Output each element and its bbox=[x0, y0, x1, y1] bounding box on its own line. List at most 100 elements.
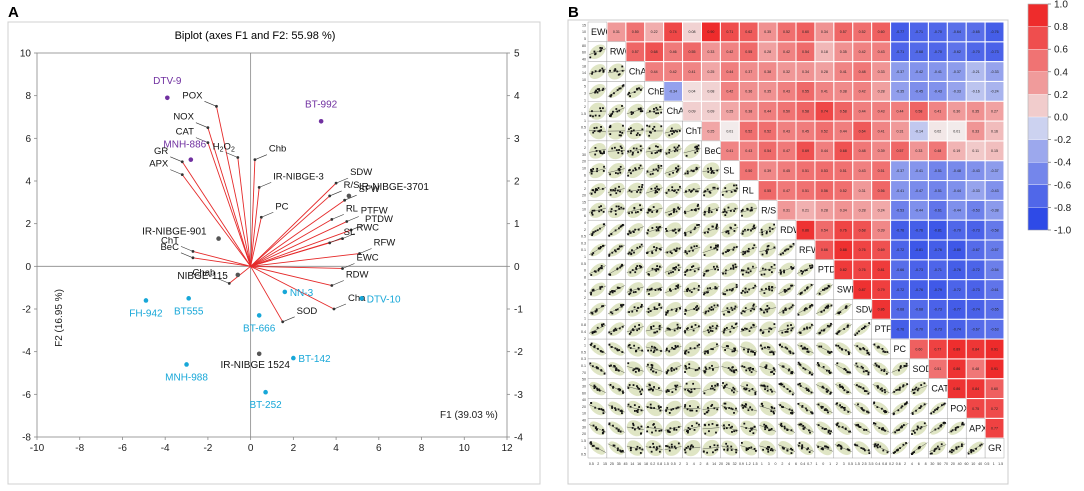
scatter-point bbox=[673, 190, 676, 192]
correlation-cell bbox=[985, 200, 1004, 221]
scatter-point bbox=[816, 362, 819, 364]
scatter-point bbox=[734, 305, 737, 308]
scatter-point bbox=[750, 326, 753, 329]
scatter-point bbox=[836, 422, 839, 425]
scatter-point bbox=[646, 251, 649, 254]
scatter-point bbox=[637, 369, 640, 372]
correlation-value: 0.41 bbox=[726, 149, 733, 153]
scatter-fit-line bbox=[759, 267, 777, 272]
scatter-point bbox=[596, 367, 599, 370]
matrix-bottom-tick: 1.5 bbox=[664, 462, 669, 466]
loading-vector bbox=[250, 242, 330, 267]
scatter-point bbox=[617, 287, 620, 290]
matrix-bottom-tick: 0.5 bbox=[589, 462, 594, 466]
scatter-point bbox=[788, 307, 791, 310]
correlation-value: -0.76 bbox=[896, 327, 904, 331]
observation-point bbox=[359, 296, 365, 301]
scatter-point bbox=[659, 225, 661, 228]
correlation-value: 0.86 bbox=[878, 308, 885, 312]
scatter-point bbox=[773, 223, 776, 226]
scatter-point bbox=[943, 421, 946, 424]
scatter-point bbox=[660, 164, 663, 167]
observation-label: IR-NIBGE-901 bbox=[142, 227, 207, 238]
scatter-point bbox=[676, 384, 679, 387]
scatter-point bbox=[809, 431, 811, 434]
scatter-point bbox=[714, 287, 717, 290]
correlation-cell bbox=[928, 299, 948, 320]
scatter-point bbox=[761, 347, 764, 350]
scatter-point bbox=[787, 248, 790, 251]
loading-vector bbox=[250, 253, 360, 267]
scatter-point bbox=[714, 286, 717, 288]
scatter-point bbox=[745, 369, 748, 372]
matrix-bottom-tick: 32 bbox=[733, 462, 737, 466]
scatter-point bbox=[614, 213, 617, 216]
scatter-point bbox=[735, 369, 738, 371]
scatter-point bbox=[842, 406, 845, 409]
correlation-cell bbox=[947, 358, 967, 379]
leader-line bbox=[350, 224, 364, 231]
scatter-point bbox=[656, 191, 659, 193]
scatter-point bbox=[735, 429, 738, 432]
matrix-left-tick: 0.5 bbox=[581, 453, 586, 457]
correlation-cell bbox=[777, 22, 796, 42]
scatter-point bbox=[873, 402, 875, 405]
scatter-point bbox=[609, 124, 612, 127]
correlation-cell bbox=[852, 279, 872, 300]
correlation-value: -0.53 bbox=[972, 209, 980, 213]
scatter-point bbox=[709, 287, 712, 290]
correlation-value: -0.33 bbox=[953, 90, 961, 94]
scatter-point bbox=[749, 309, 752, 312]
scatter-point bbox=[618, 388, 621, 391]
scatter-point bbox=[610, 364, 612, 367]
correlation-value: -0.72 bbox=[972, 268, 980, 272]
scatter-point bbox=[743, 366, 746, 368]
scatter-point bbox=[618, 245, 621, 248]
scatter-point bbox=[753, 224, 756, 227]
scatter-point bbox=[782, 311, 785, 314]
scatter-point bbox=[633, 206, 636, 209]
scatter-point bbox=[885, 410, 887, 413]
correlation-value: -0.70 bbox=[953, 228, 961, 232]
correlation-value: 0.42 bbox=[726, 50, 733, 54]
scatter-point bbox=[640, 304, 643, 306]
scatter-point bbox=[632, 424, 635, 427]
scatter-point bbox=[764, 385, 766, 388]
correlation-value: -0.72 bbox=[896, 248, 904, 252]
scatter-point bbox=[881, 347, 884, 350]
scatter-point bbox=[685, 309, 687, 312]
scatter-point bbox=[657, 405, 660, 408]
scatter-point bbox=[980, 443, 983, 446]
scatter-fit-line bbox=[664, 406, 682, 411]
scatter-point bbox=[751, 227, 754, 230]
scatter-point bbox=[773, 412, 775, 415]
correlation-cell bbox=[966, 101, 986, 122]
correlation-value: -0.74 bbox=[953, 327, 961, 331]
scatter-point bbox=[670, 367, 673, 370]
scatter-point bbox=[711, 403, 714, 406]
scatter-point bbox=[828, 351, 831, 354]
scatter-point bbox=[911, 433, 913, 435]
scatter-point bbox=[673, 150, 676, 153]
scatter-point bbox=[716, 187, 719, 190]
correlation-cell bbox=[966, 378, 986, 399]
correlation-value: -0.37 bbox=[953, 70, 961, 74]
scatter-point bbox=[652, 206, 655, 208]
scatter-point bbox=[673, 329, 676, 332]
scatter-point bbox=[594, 70, 597, 73]
scatter-fit-line bbox=[740, 385, 758, 392]
scatter-point bbox=[670, 252, 673, 255]
correlation-value: 0.91 bbox=[991, 367, 998, 371]
correlation-value: 0.24 bbox=[878, 209, 885, 213]
scatter-point bbox=[746, 207, 749, 210]
scatter-point bbox=[670, 443, 673, 446]
scatter-fit-line bbox=[721, 246, 739, 254]
scatter-point bbox=[703, 371, 706, 374]
correlation-cell bbox=[985, 22, 1004, 42]
scatter-point bbox=[847, 410, 850, 413]
scatter-point bbox=[785, 289, 788, 292]
scatter-fit-line bbox=[815, 284, 833, 295]
scatter-point bbox=[790, 266, 793, 268]
scatter-point bbox=[867, 373, 870, 376]
scatter-point bbox=[615, 205, 618, 208]
